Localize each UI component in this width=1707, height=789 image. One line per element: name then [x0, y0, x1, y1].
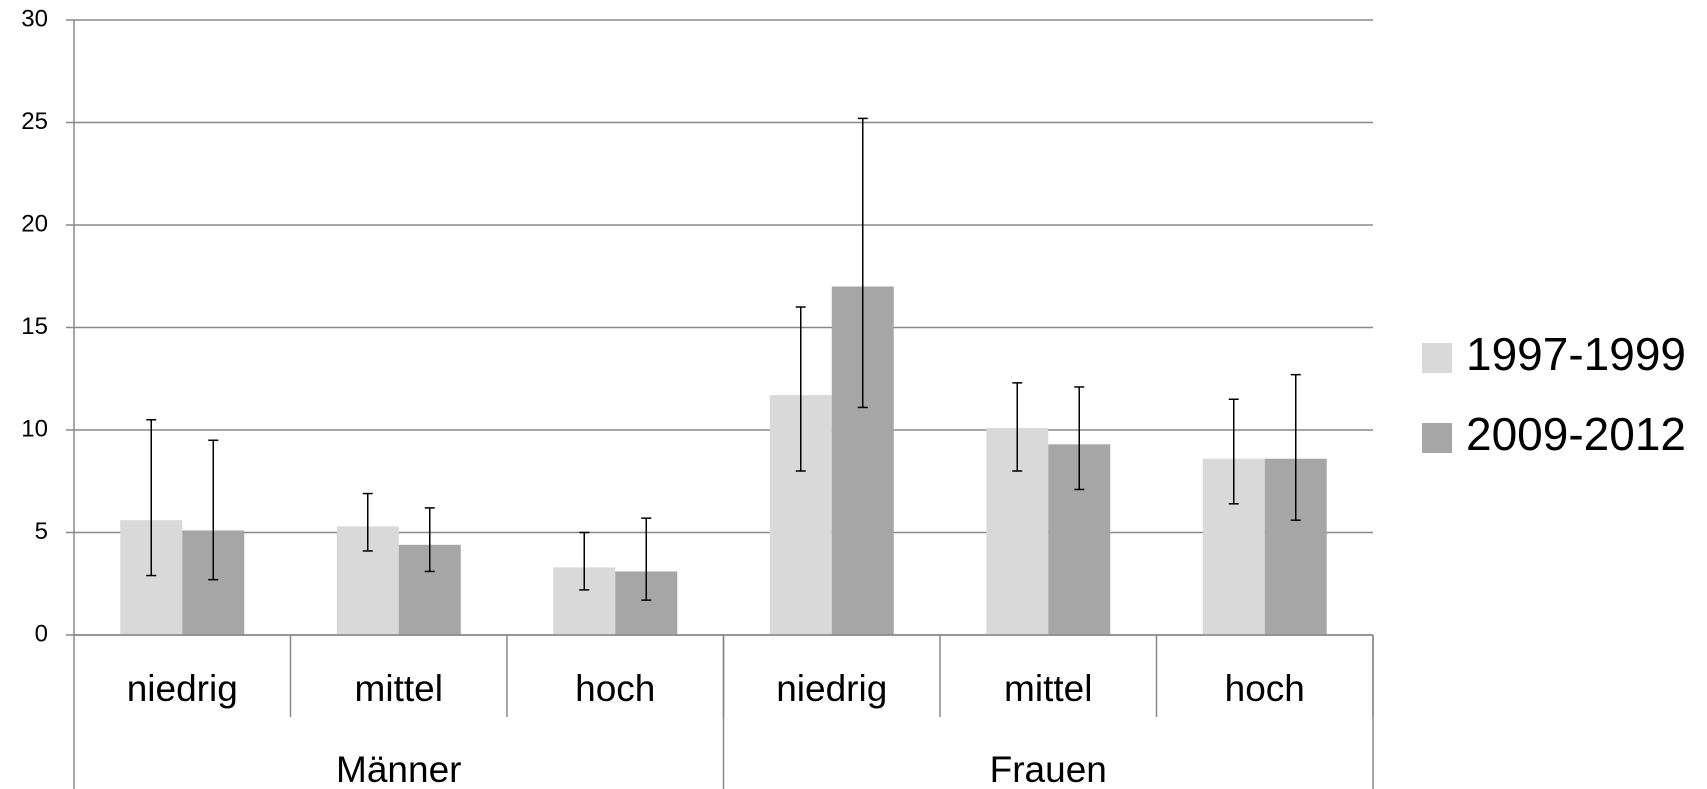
legend-swatch	[1422, 423, 1452, 453]
x-tick-label: mittel	[1004, 668, 1092, 709]
x-tick-label: hoch	[1225, 668, 1305, 709]
x-tick-label: mittel	[355, 668, 443, 709]
y-tick-label: 30	[21, 5, 48, 32]
x-tick-label: niedrig	[127, 668, 238, 709]
legend-label: 2009-2012	[1466, 408, 1686, 460]
x-tick-label: niedrig	[776, 668, 887, 709]
y-tick-label: 25	[21, 108, 48, 135]
y-tick-label: 20	[21, 210, 48, 237]
legend-swatch	[1422, 343, 1452, 373]
y-tick-label: 0	[35, 620, 48, 647]
legend-label: 1997-1999	[1466, 328, 1686, 380]
group-label: Frauen	[990, 749, 1107, 789]
x-tick-label: hoch	[575, 668, 655, 709]
y-tick-label: 15	[21, 313, 48, 340]
y-tick-label: 10	[21, 415, 48, 442]
y-tick-label: 5	[35, 518, 48, 545]
group-label: Männer	[336, 749, 461, 789]
